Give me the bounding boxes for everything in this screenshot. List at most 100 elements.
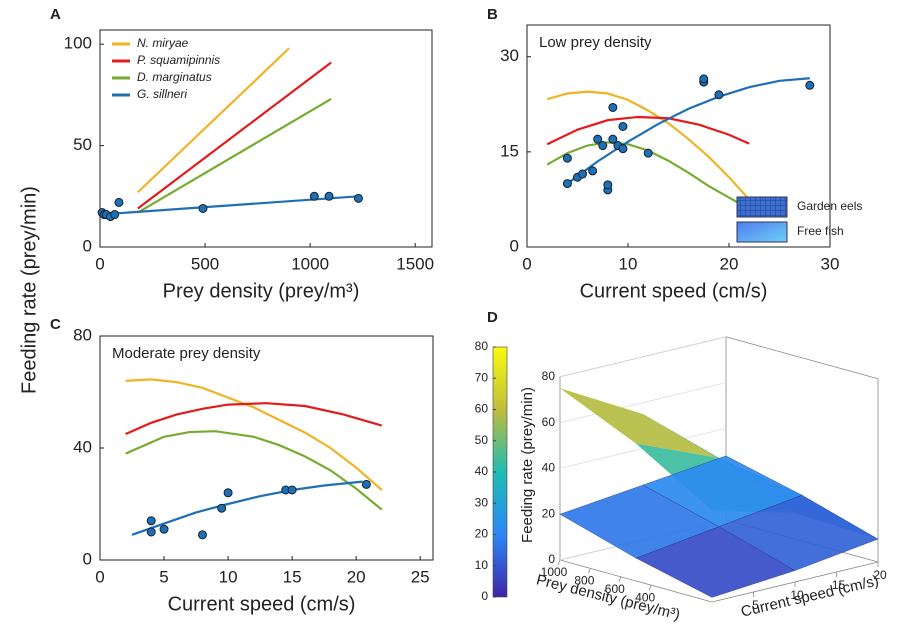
x-axis-label: Current speed (cm/s)	[580, 280, 768, 302]
shared-y-label: Feeding rate (prey/min)	[18, 186, 40, 394]
data-point	[714, 90, 724, 100]
data-point	[608, 102, 618, 112]
x-tick-label: 0	[522, 254, 531, 273]
legend-label: P. squamipinnis	[137, 53, 220, 67]
panel-letter: C	[50, 316, 61, 333]
fit-line	[125, 402, 383, 436]
fit-line	[125, 378, 383, 491]
x-tick-label: 0	[95, 567, 104, 586]
x-tick-label: 25	[411, 567, 430, 586]
data-point	[618, 121, 628, 131]
data-point	[699, 74, 709, 84]
colorbar-tick-label: 40	[475, 464, 489, 478]
x-axis-label: Prey density (prey/m³)	[163, 280, 360, 302]
z-tick-label: 80	[542, 369, 556, 383]
data-point	[198, 203, 208, 213]
colorbar-tick-label: 20	[475, 527, 489, 541]
fit-line	[137, 98, 332, 214]
legend-label: Free fish	[797, 224, 844, 238]
data-point	[361, 479, 371, 489]
fit-line	[99, 195, 359, 216]
data-point	[805, 80, 815, 90]
density-tick-label: 600	[605, 582, 625, 596]
data-point	[618, 144, 628, 154]
y-tick-label: 50	[73, 135, 92, 154]
z-tick-label: 40	[542, 461, 556, 475]
box-edge	[559, 559, 713, 603]
x-tick-label: 10	[219, 567, 238, 586]
z-tick-label: 0	[548, 552, 555, 566]
density-axis-label: Prey density (prey/m³)	[534, 571, 681, 623]
speed-tick-label: 5	[752, 598, 759, 612]
colorbar-tick-label: 70	[475, 370, 489, 384]
density-tick	[618, 576, 622, 582]
data-point	[608, 134, 618, 144]
colorbar-tick-label: 80	[475, 339, 489, 353]
colorbar-tick-label: 0	[481, 589, 488, 603]
density-tick	[588, 568, 591, 574]
legend-swatch	[736, 221, 788, 243]
data-point	[598, 141, 608, 151]
density-tick-label: 400	[635, 590, 655, 604]
data-point	[578, 169, 588, 179]
y-tick-label: 0	[83, 236, 92, 255]
plot-frame	[99, 29, 433, 248]
fit-line	[131, 480, 363, 536]
y-tick-label: 30	[500, 46, 519, 65]
y-tick-label: 80	[73, 325, 92, 344]
x-tick-label: 15	[283, 567, 302, 586]
fit-line	[125, 430, 383, 511]
speed-tick-label: 10	[790, 588, 804, 602]
legend-label: G. sillneri	[137, 87, 187, 101]
data-point	[643, 148, 653, 158]
panel-note: Low prey density	[539, 34, 652, 51]
density-tick	[557, 559, 561, 566]
data-point	[562, 153, 572, 163]
fit-line	[546, 90, 751, 201]
y-tick-label: 100	[64, 34, 92, 53]
plot-frame	[99, 335, 434, 561]
y-tick-label: 15	[500, 141, 519, 160]
x-tick-label: 20	[720, 254, 739, 273]
legend-label: D. marginatus	[137, 70, 212, 84]
panel-note: Moderate prey density	[112, 345, 261, 362]
fit-line	[137, 61, 332, 210]
colorbar-tick-label: 50	[475, 433, 489, 447]
data-point	[110, 210, 120, 220]
colorbar-tick-label: 30	[475, 495, 489, 509]
colorbar-tick-label: 60	[475, 402, 489, 416]
data-point	[146, 527, 156, 537]
data-point	[309, 191, 319, 201]
data-point	[114, 197, 124, 207]
x-tick-label: 1000	[291, 254, 329, 273]
density-tick	[648, 585, 652, 591]
x-tick-label: 30	[821, 254, 840, 273]
data-point	[593, 134, 603, 144]
data-point	[159, 524, 169, 534]
x-tick-label: 20	[347, 567, 366, 586]
x-tick-label: 500	[191, 254, 219, 273]
plot-frame	[526, 24, 831, 248]
colorbar-tick-label: 10	[475, 558, 489, 572]
x-axis-label: Current speed (cm/s)	[168, 593, 356, 615]
data-point	[223, 488, 233, 498]
legend-swatch	[736, 196, 788, 218]
data-point	[603, 180, 613, 190]
panel-letter: A	[50, 6, 61, 23]
z-axis-label: Feeding rate (prey/min)	[519, 387, 536, 543]
x-tick-label: 10	[619, 254, 638, 273]
x-tick-label: 0	[95, 254, 104, 273]
z-tick-label: 60	[542, 415, 556, 429]
y-tick-label: 0	[510, 236, 519, 255]
data-point	[287, 485, 297, 495]
data-point	[217, 503, 227, 513]
surface-patch	[560, 388, 719, 458]
data-point	[197, 530, 207, 540]
fit-line	[137, 47, 290, 194]
data-point	[353, 193, 363, 203]
density-tick-label: 800	[574, 574, 594, 588]
panel-letter: B	[487, 6, 498, 23]
speed-tick-label: 20	[873, 568, 887, 582]
legend-label: Garden eels	[797, 199, 862, 213]
